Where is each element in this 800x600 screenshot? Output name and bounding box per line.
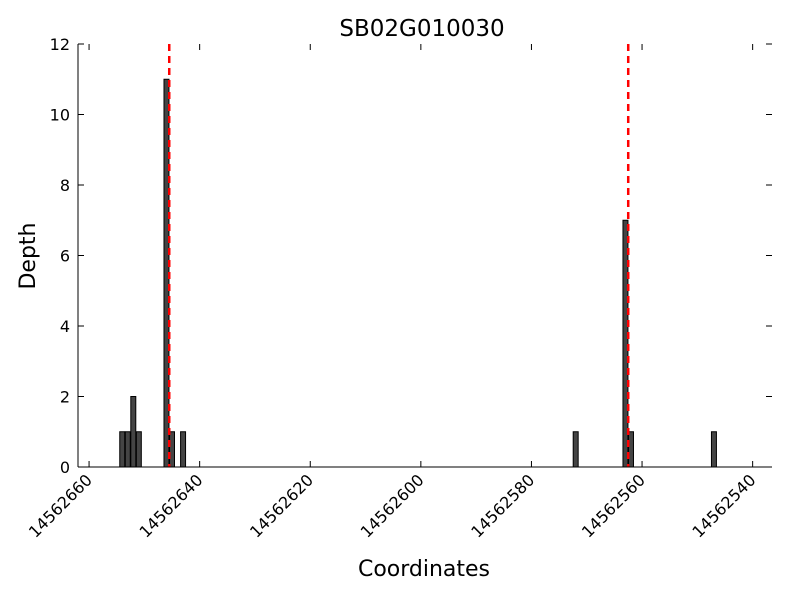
chart-title: SB02G010030 [339,16,504,42]
y-tick-label: 12 [50,35,70,54]
bar [710,431,717,468]
x-tick-label: 14562620 [246,470,317,541]
y-ticks-layer: 0 2 4 6 8 10 12 [50,35,772,477]
bar [135,431,142,468]
x-axis-label: Coordinates [358,557,490,582]
bar [572,431,579,468]
bar [130,396,137,468]
y-tick-label: 10 [50,106,70,125]
x-tick-label: 14562600 [357,470,428,541]
y-tick-label: 6 [60,247,70,266]
y-tick-label: 2 [60,388,70,407]
x-tick-label: 14562660 [25,470,96,541]
x-tick-label: 14562560 [578,470,649,541]
bar [119,431,126,468]
bar [124,431,131,468]
reference-lines-layer [167,44,630,467]
axes-layer [77,44,772,468]
x-tick-label: 14562640 [135,470,206,541]
x-tick-label: 14562540 [688,470,759,541]
x-tick-label: 14562580 [467,470,538,541]
y-tick-label: 8 [60,176,70,195]
bar [180,431,187,468]
bar [169,431,176,468]
y-tick-label: 4 [60,317,70,336]
y-axis-label: Depth [16,222,41,289]
y-tick-label: 0 [60,458,70,477]
bar [628,431,634,468]
bars-layer [119,78,717,468]
